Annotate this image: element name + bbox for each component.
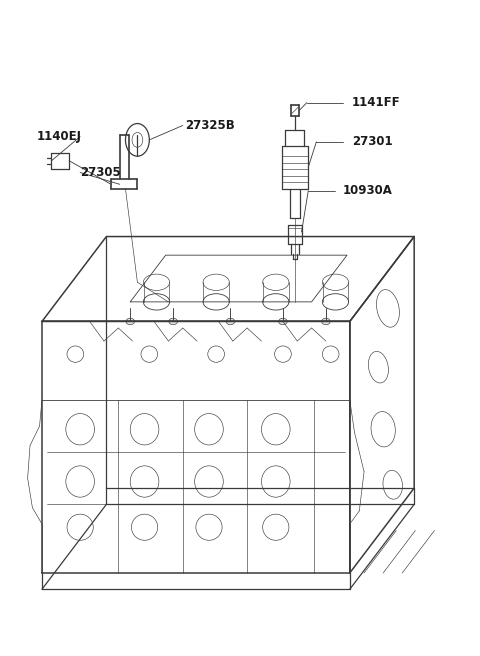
Text: 27305: 27305 <box>80 166 121 179</box>
Text: 27325B: 27325B <box>185 119 235 132</box>
Ellipse shape <box>226 318 235 325</box>
Ellipse shape <box>279 318 287 325</box>
Text: 27301: 27301 <box>352 135 393 148</box>
Ellipse shape <box>126 318 134 325</box>
Ellipse shape <box>169 318 178 325</box>
Text: 10930A: 10930A <box>343 184 393 197</box>
Text: 1140EJ: 1140EJ <box>37 130 82 143</box>
Ellipse shape <box>322 318 330 325</box>
Text: 1141FF: 1141FF <box>352 96 401 109</box>
